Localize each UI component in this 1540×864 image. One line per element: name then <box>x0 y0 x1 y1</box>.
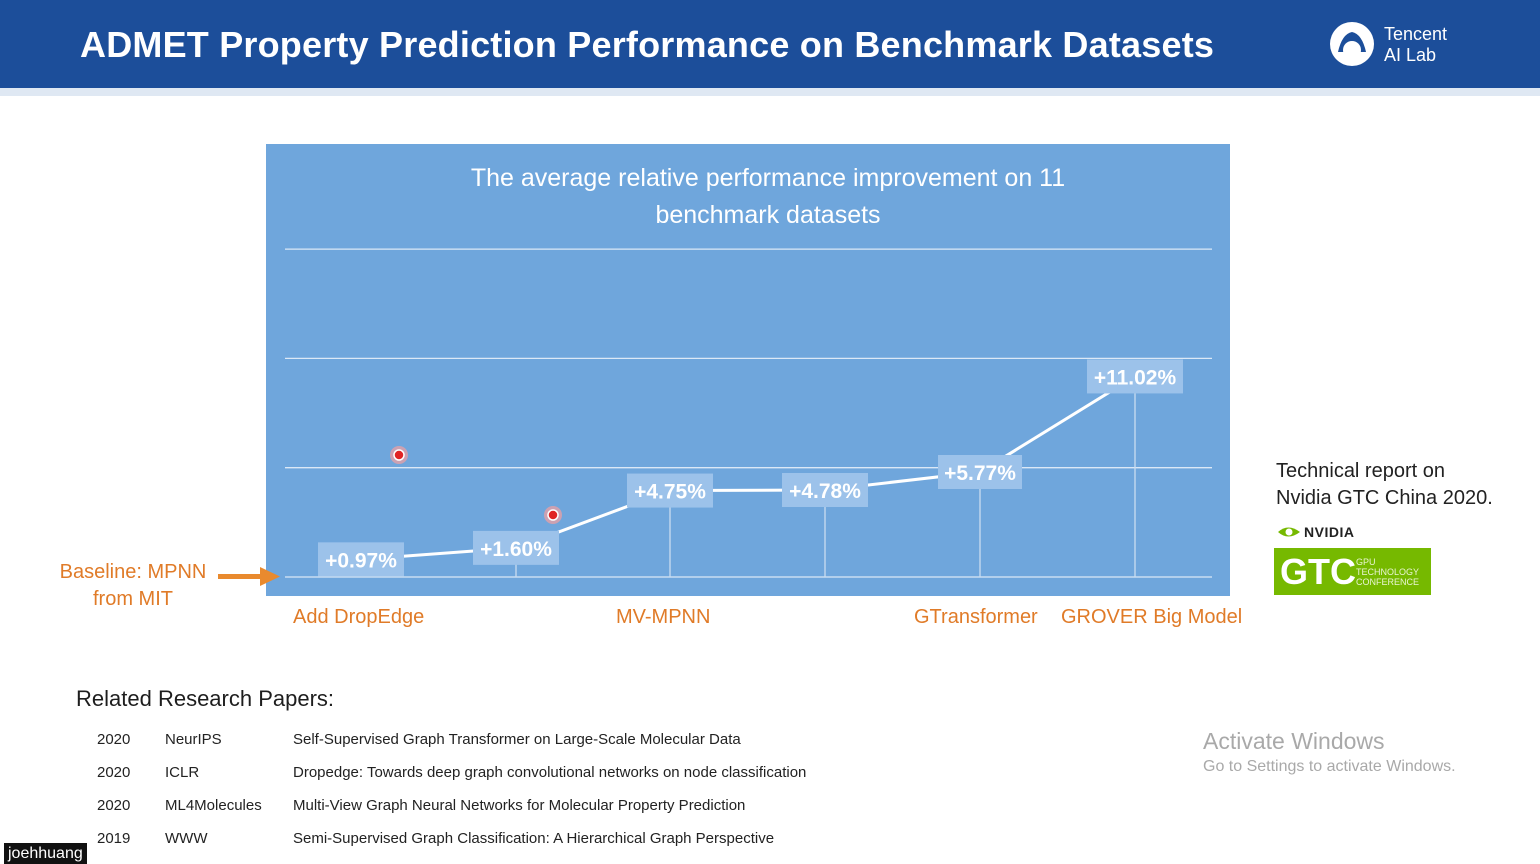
gtc-logo: GTC GPU TECHNOLOGY CONFERENCE <box>1274 548 1431 595</box>
papers-title: Related Research Papers: <box>76 686 335 711</box>
tencent-logo-icon <box>1330 22 1374 66</box>
chart-title: The average relative performance improve… <box>386 160 1150 234</box>
watermark-line-2: Go to Settings to activate Windows. <box>1203 758 1456 775</box>
paper-title: Semi-Supervised Graph Classification: A … <box>293 830 775 847</box>
data-label-box <box>782 473 868 508</box>
data-label: +4.78% <box>789 480 861 503</box>
chart-title-line-1: The average relative performance improve… <box>470 164 1066 192</box>
paper-year: 2019 <box>97 830 131 847</box>
highlight-marker <box>547 509 559 521</box>
activate-windows-watermark: Activate Windows Go to Settings to activ… <box>1203 728 1456 780</box>
report-line-2: Nvidia GTC China 2020. <box>1276 487 1493 509</box>
data-label: +4.75% <box>634 481 706 504</box>
gtc-sub-1: GPU <box>1356 557 1376 567</box>
baseline-line-1: Baseline: MPNN <box>59 561 207 583</box>
nvidia-wordmark: NVIDIA <box>1304 524 1355 540</box>
data-label: +1.60% <box>480 538 552 561</box>
logo-text: Tencent AI Lab <box>1384 24 1447 66</box>
logo-line-2: AI Lab <box>1384 45 1437 65</box>
gtc-sub-3: CONFERENCE <box>1356 577 1420 587</box>
data-label-box <box>318 542 404 577</box>
improvement-chart: +0.97% +1.60% +4.75% +4.78% +5.77% +11.02% Th… <box>266 144 1230 596</box>
presenter-name-tag: joehhuang <box>4 843 87 864</box>
nvidia-eye-icon <box>1278 527 1300 537</box>
paper-title: Multi-View Graph Neural Networks for Mol… <box>293 797 746 814</box>
gtc-wordmark: GTC <box>1280 551 1356 592</box>
logo-line-1: Tencent <box>1384 24 1448 44</box>
data-label: +5.77% <box>944 462 1016 485</box>
paper-title: Self-Supervised Graph Transformer on Lar… <box>293 731 741 748</box>
paper-year: 2020 <box>97 731 131 748</box>
x-tick-label: MV-MPNN <box>616 606 711 628</box>
gtc-sub-2: TECHNOLOGY <box>1356 567 1420 577</box>
watermark-line-1: Activate Windows <box>1203 728 1385 754</box>
technical-report-note: Technical report on Nvidia GTC China 202… <box>1276 458 1516 512</box>
gtc-subtitle: GPU TECHNOLOGY CONFERENCE <box>1356 557 1419 587</box>
x-tick-label: GTransformer <box>914 606 1038 628</box>
paper-year: 2020 <box>97 797 131 814</box>
x-tick-label: Add DropEdge <box>293 606 425 628</box>
data-label-box <box>1087 359 1183 394</box>
report-line-1: Technical report on <box>1276 460 1445 482</box>
chart-svg: +0.97% +1.60% +4.75% +4.78% +5.77% +11.02% <box>285 248 1212 578</box>
baseline-arrow-icon <box>218 567 280 586</box>
data-label: +11.02% <box>1094 366 1177 389</box>
x-tick-label: GROVER Big Model <box>1061 606 1243 628</box>
baseline-line-2: from MIT <box>93 588 173 610</box>
nvidia-logo: NVIDIA <box>1276 522 1366 542</box>
chart-title-line-2: benchmark datasets <box>655 201 881 229</box>
paper-venue: ML4Molecules <box>165 797 262 814</box>
data-label-box <box>938 454 1022 489</box>
data-label-box <box>627 473 713 508</box>
paper-year: 2020 <box>97 764 131 781</box>
paper-venue: ICLR <box>165 764 200 781</box>
paper-venue: NeurIPS <box>165 731 222 748</box>
data-label: +0.97% <box>325 549 397 572</box>
highlight-marker <box>393 449 405 461</box>
tencent-ai-lab-logo: Tencent AI Lab <box>1328 20 1518 70</box>
slide-header: ADMET Property Prediction Performance on… <box>0 0 1540 96</box>
data-label-box <box>473 530 559 565</box>
slide-title: ADMET Property Prediction Performance on… <box>80 24 1215 65</box>
baseline-label: Baseline: MPNN from MIT <box>50 559 216 613</box>
paper-venue: WWW <box>165 830 208 847</box>
paper-title: Dropedge: Towards deep graph convolution… <box>293 764 807 781</box>
